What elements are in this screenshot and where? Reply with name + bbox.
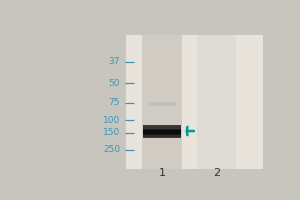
Bar xyxy=(143,125,181,138)
Bar xyxy=(142,35,182,169)
Text: 150: 150 xyxy=(103,128,120,137)
Text: 75: 75 xyxy=(109,98,120,107)
Bar xyxy=(197,35,236,169)
Text: 50: 50 xyxy=(109,79,120,88)
Bar xyxy=(126,35,263,169)
Bar xyxy=(143,126,181,130)
Text: 100: 100 xyxy=(103,116,120,125)
Text: 2: 2 xyxy=(213,168,220,178)
Bar xyxy=(143,134,181,137)
Text: 250: 250 xyxy=(103,145,120,154)
Bar xyxy=(148,102,176,106)
Text: 37: 37 xyxy=(109,57,120,66)
Text: 1: 1 xyxy=(158,168,165,178)
Bar xyxy=(143,129,181,135)
